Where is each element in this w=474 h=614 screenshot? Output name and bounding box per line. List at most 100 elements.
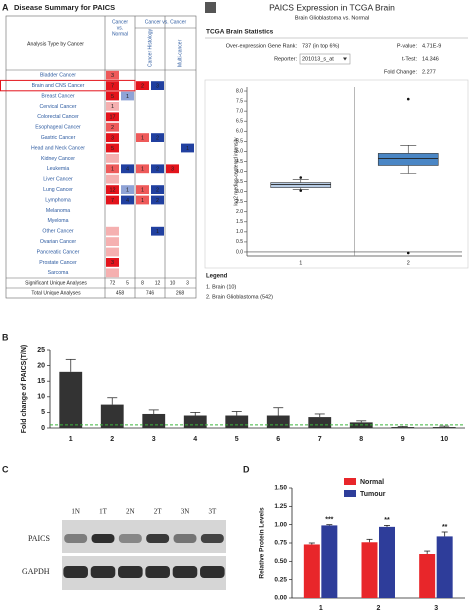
band <box>63 566 88 578</box>
cell-count: 1 <box>141 135 144 141</box>
stat-value: 201013_s_at <box>302 56 334 62</box>
heat-cell <box>106 143 119 153</box>
x-tick-label: 2 <box>407 260 410 266</box>
cancer-name: Sarcoma <box>48 270 69 276</box>
cell-count: 2 <box>156 135 159 141</box>
x-tick-label: 2 <box>110 436 114 443</box>
bar <box>361 542 378 598</box>
y-tick-label: 5.5 <box>236 139 243 145</box>
cancer-name: Prostate Cancer <box>39 260 77 266</box>
panel-label: B <box>2 332 9 342</box>
cancer-name: Myeloma <box>47 218 68 224</box>
y-tick-label: 2.0 <box>236 209 243 215</box>
cell-count: 4 <box>126 167 129 173</box>
band <box>90 566 116 578</box>
y-tick-label: 0.75 <box>274 540 287 547</box>
y-tick-label: 6.5 <box>236 119 243 125</box>
cancer-name: Bladder Cancer <box>40 73 76 79</box>
cancer-name: Kidney Cancer <box>41 156 75 162</box>
footer-count: 5 <box>126 280 129 286</box>
cell-count: 1 <box>111 104 114 110</box>
stat-label: Over-expression Gene Rank: <box>226 43 298 49</box>
cell-count: 5 <box>111 146 114 152</box>
cell-count: 2 <box>141 83 144 89</box>
lane-label: 3N <box>181 508 190 516</box>
cancer-name: Breast Cancer <box>41 93 74 99</box>
heat-cell <box>106 122 119 132</box>
heat-cell <box>106 226 119 236</box>
heat-cell <box>151 195 164 205</box>
panel-label: D <box>243 464 250 474</box>
cell-count: 1 <box>186 146 189 152</box>
legend-item: 2. Brain Glioblastoma (542) <box>206 294 273 300</box>
bar <box>266 415 290 428</box>
cell-count: 1 <box>141 198 144 204</box>
legend-title: Legend <box>206 274 228 280</box>
heat-cell <box>136 164 149 174</box>
bar <box>183 415 207 428</box>
lane-label: 2N <box>126 508 135 516</box>
column-header: Cancer <box>112 19 128 25</box>
panel-label: A <box>2 2 9 12</box>
heat-cell <box>106 112 119 122</box>
cell-count: 3 <box>111 260 114 266</box>
stat-label: P-value: <box>397 43 418 49</box>
stat-label: t-Test: <box>402 56 417 62</box>
cancer-name: Head and Neck Cancer <box>31 145 85 151</box>
heat-cell <box>151 185 164 194</box>
cancer-name: Other Cancer <box>42 229 73 235</box>
y-tick-label: 0.00 <box>274 595 287 602</box>
cell-count: 2 <box>156 198 159 204</box>
x-tick-label: 9 <box>401 436 405 443</box>
protein-label: GAPDH <box>22 567 50 576</box>
stats-heading: TCGA Brain Statistics <box>206 29 274 36</box>
y-tick-label: 25 <box>37 347 45 354</box>
y-tick-label: 0.0 <box>236 249 243 255</box>
outlier <box>406 97 410 101</box>
y-tick-label: 1.0 <box>236 229 243 235</box>
legend-label: Normal <box>360 479 384 486</box>
x-tick-label: 3 <box>434 605 438 612</box>
cell-count: 5 <box>111 94 114 100</box>
cancer-name: Liver Cancer <box>43 177 73 183</box>
band <box>64 534 88 543</box>
bar <box>391 427 415 428</box>
heat-cell <box>106 91 119 101</box>
y-tick-label: 4.0 <box>236 169 243 175</box>
heat-cell <box>106 237 119 246</box>
stat-label: Fold Change: <box>384 69 417 75</box>
heat-cell <box>106 70 119 80</box>
cancer-name: Leukemia <box>47 166 70 172</box>
x-tick-label: 10 <box>440 436 448 443</box>
y-tick-label: 5 <box>41 409 45 416</box>
reporter-select[interactable] <box>299 53 351 65</box>
legend-swatch <box>344 490 356 497</box>
band <box>145 566 170 578</box>
band <box>118 566 143 578</box>
column-header: Analysis Type by Cancer <box>27 41 84 47</box>
y-tick-label: 4.5 <box>236 159 243 165</box>
x-tick-label: 3 <box>152 436 156 443</box>
cancer-name: Lung Cancer <box>43 187 73 193</box>
bar <box>225 415 249 428</box>
outlier <box>299 176 303 179</box>
significance: *** <box>325 517 333 524</box>
heat-cell <box>136 81 149 90</box>
stat-value: 737 (in top 6%) <box>302 43 339 49</box>
cancer-name: Brain and CNS Cancer <box>32 83 85 89</box>
footer-count: 3 <box>186 280 189 286</box>
cell-count: 12 <box>109 187 115 193</box>
cancer-name: Cervical Cancer <box>40 104 77 110</box>
cancer-name: Colorectal Cancer <box>37 114 79 120</box>
cell-count: 3 <box>111 73 114 79</box>
y-tick-label: 0.25 <box>274 576 287 583</box>
y-axis-label: log2 median-centered intensity <box>233 137 239 206</box>
cell-count: 3 <box>171 167 174 173</box>
bar <box>419 554 436 598</box>
plot-frame <box>204 79 469 269</box>
footer-count: 10 <box>170 280 176 286</box>
bar <box>436 536 453 598</box>
footer-label: Total Unique Analyses <box>31 290 81 296</box>
cell-count: 1 <box>141 167 144 173</box>
